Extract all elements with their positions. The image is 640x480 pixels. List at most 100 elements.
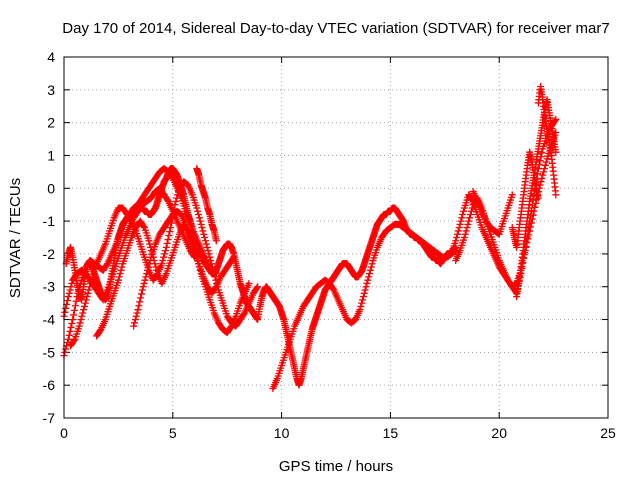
data-point bbox=[200, 230, 208, 238]
data-point bbox=[117, 266, 125, 274]
data-point bbox=[86, 283, 94, 291]
data-point bbox=[77, 316, 85, 324]
data-point bbox=[362, 283, 370, 291]
data-point bbox=[456, 220, 464, 228]
data-point bbox=[542, 158, 550, 166]
data-point bbox=[363, 279, 371, 287]
data-point bbox=[194, 207, 202, 215]
data-point bbox=[139, 283, 147, 291]
data-point bbox=[201, 237, 209, 245]
data-point bbox=[173, 194, 181, 202]
data-point bbox=[552, 191, 560, 199]
data-point bbox=[199, 227, 207, 235]
data-point bbox=[81, 299, 89, 307]
data-point bbox=[61, 308, 69, 316]
data-point bbox=[72, 297, 80, 305]
y-tick-label: 0 bbox=[47, 180, 55, 196]
data-point bbox=[80, 306, 88, 314]
data-point bbox=[541, 161, 549, 169]
y-tick-label: -6 bbox=[43, 377, 56, 393]
data-point bbox=[532, 199, 540, 207]
data-point bbox=[145, 237, 153, 245]
data-point bbox=[365, 273, 373, 281]
data-point bbox=[538, 174, 546, 182]
data-point bbox=[462, 227, 470, 235]
data-point bbox=[537, 178, 545, 186]
data-point bbox=[87, 276, 95, 284]
data-point bbox=[144, 263, 152, 271]
data-point bbox=[174, 188, 182, 196]
x-tick-label: 5 bbox=[169, 425, 177, 441]
data-point bbox=[143, 270, 151, 278]
y-tick-label: -2 bbox=[43, 246, 56, 262]
series-sat-e bbox=[93, 217, 253, 340]
data-point bbox=[78, 312, 86, 320]
data-point bbox=[203, 243, 211, 251]
data-point bbox=[145, 260, 153, 268]
data-point bbox=[357, 302, 365, 310]
data-point bbox=[364, 276, 372, 284]
y-tick-label: 4 bbox=[47, 49, 55, 65]
data-point bbox=[359, 296, 367, 304]
data-point bbox=[195, 214, 203, 222]
data-point bbox=[361, 286, 369, 294]
data-point bbox=[202, 240, 210, 248]
plot-frame bbox=[63, 56, 609, 419]
data-point bbox=[531, 203, 539, 211]
data-point bbox=[208, 260, 216, 268]
data-point bbox=[152, 263, 160, 271]
data-point bbox=[528, 215, 536, 223]
data-point bbox=[67, 323, 75, 331]
data-point bbox=[131, 316, 139, 324]
x-axis-label: GPS time / hours bbox=[279, 458, 393, 475]
data-point bbox=[138, 286, 146, 294]
data-point bbox=[61, 348, 69, 356]
data-point bbox=[461, 230, 469, 238]
y-tick-label: -5 bbox=[43, 344, 56, 360]
data-point bbox=[83, 293, 91, 301]
data-point bbox=[230, 253, 238, 261]
data-point bbox=[229, 255, 237, 263]
data-point bbox=[135, 302, 143, 310]
x-tick-label: 25 bbox=[600, 425, 616, 441]
data-point bbox=[118, 263, 126, 271]
data-point bbox=[114, 276, 122, 284]
data-point bbox=[460, 234, 468, 241]
data-point bbox=[172, 197, 180, 205]
data-point bbox=[457, 217, 465, 225]
data-point bbox=[356, 306, 364, 314]
data-point bbox=[539, 171, 547, 179]
data-point bbox=[527, 219, 535, 227]
series-sat-d bbox=[67, 178, 262, 350]
x-tick-label: 20 bbox=[491, 425, 507, 441]
data-point bbox=[208, 263, 216, 271]
x-tick-label: 0 bbox=[60, 425, 68, 441]
data-point bbox=[366, 266, 374, 274]
data-point bbox=[132, 312, 140, 320]
y-tick-label: 3 bbox=[47, 82, 55, 98]
x-tick-label: 10 bbox=[274, 425, 290, 441]
data-point bbox=[463, 224, 471, 232]
data-point bbox=[131, 319, 139, 327]
data-point bbox=[368, 260, 376, 268]
data-point bbox=[137, 294, 145, 302]
data-point bbox=[540, 165, 548, 173]
data-point bbox=[552, 128, 560, 136]
data-point bbox=[245, 279, 253, 287]
data-point bbox=[533, 170, 541, 178]
data-point bbox=[87, 279, 95, 287]
data-point bbox=[466, 211, 474, 219]
data-point bbox=[159, 256, 167, 264]
data-point bbox=[466, 214, 474, 222]
data-point bbox=[84, 289, 92, 297]
data-point bbox=[467, 207, 475, 215]
data-point bbox=[206, 253, 214, 261]
data-point bbox=[160, 253, 168, 261]
data-point bbox=[165, 232, 173, 240]
data-point bbox=[205, 250, 213, 258]
data-point bbox=[455, 224, 463, 232]
data-point bbox=[140, 222, 148, 230]
data-point bbox=[69, 316, 77, 324]
